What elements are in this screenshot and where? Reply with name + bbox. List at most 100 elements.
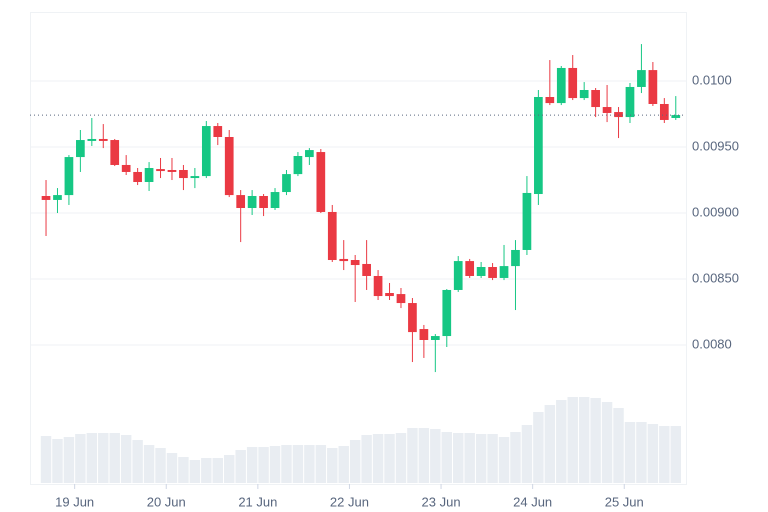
volume-bar: [384, 434, 395, 483]
candle-body: [591, 90, 600, 108]
volume-bar: [601, 402, 613, 483]
volume-bar: [613, 408, 624, 483]
volume-bar: [510, 432, 521, 483]
candle-body: [236, 195, 246, 209]
y-tick-label: 0.0100: [692, 72, 732, 87]
volume-bar: [544, 405, 556, 483]
candle-body: [293, 156, 303, 175]
volume-bar: [521, 425, 533, 483]
candle-body: [511, 249, 520, 267]
candle-body: [396, 294, 406, 304]
candle-body: [64, 157, 74, 196]
volume-bar: [567, 397, 578, 483]
candle-body: [259, 195, 268, 209]
volume-bar: [498, 437, 510, 483]
x-tick-label: 21 Jun: [238, 494, 277, 509]
volume-bar: [338, 446, 349, 483]
volume-bar: [453, 433, 464, 483]
y-tick-label: 0.0080: [692, 336, 732, 351]
volume-bar: [63, 437, 75, 483]
candle-body: [213, 126, 223, 137]
volume-bar: [395, 433, 407, 483]
candle-body: [453, 261, 463, 290]
volume-bar: [430, 429, 441, 483]
volume-bar: [407, 428, 418, 483]
volume-bar: [189, 460, 201, 483]
volume-bar: [327, 448, 338, 483]
volume-bar: [75, 434, 86, 483]
volume-bar: [315, 445, 327, 483]
volume-bar: [178, 457, 189, 483]
candle-body: [327, 211, 337, 261]
volume-bar: [212, 458, 223, 483]
candle-body: [121, 164, 131, 172]
candle-body: [53, 195, 62, 200]
x-tick-label: 23 Jun: [422, 494, 461, 509]
candle-body: [110, 140, 120, 165]
y-tick-label: 0.00900: [692, 204, 739, 219]
candle-body: [167, 169, 177, 172]
candle-body: [316, 152, 326, 212]
candle-body: [671, 115, 681, 118]
candle-body: [305, 150, 314, 158]
volume-bar: [269, 446, 281, 483]
volume-bar: [224, 455, 235, 483]
volume-bar: [475, 434, 487, 483]
volume-bar: [52, 439, 63, 483]
candle-body: [419, 329, 429, 340]
candle-body: [408, 303, 417, 333]
volume-bar: [292, 445, 304, 483]
candle-body: [534, 97, 543, 195]
candle-body: [133, 171, 142, 183]
candle-body: [579, 90, 589, 99]
volume-bar: [166, 453, 178, 483]
candle-body: [648, 70, 658, 104]
candle-body: [602, 107, 612, 113]
candle-body: [144, 168, 154, 183]
candle-body: [442, 289, 452, 337]
plot-frame: [30, 12, 687, 485]
volume-bar: [533, 412, 544, 483]
volume-bar: [487, 434, 498, 483]
volume-bar: [418, 428, 430, 483]
candle-body: [488, 267, 497, 278]
volume-bar: [349, 440, 361, 483]
candle-body: [201, 126, 211, 177]
candle-body: [87, 138, 97, 141]
volume-bar: [201, 458, 212, 483]
volume-bar: [235, 450, 246, 483]
volume-bar: [590, 398, 601, 483]
candle-body: [339, 258, 349, 262]
candle-body: [156, 169, 165, 172]
volume-bar: [578, 397, 590, 483]
candle-body: [568, 67, 578, 99]
volume-bar: [109, 433, 120, 483]
candle-body: [545, 97, 555, 104]
volume-bar: [281, 445, 292, 483]
volume-bar: [647, 424, 659, 483]
x-tick-label: 25 Jun: [605, 494, 644, 509]
x-tick-label: 22 Jun: [330, 494, 369, 509]
volume-bar: [670, 426, 681, 483]
candle-body: [499, 266, 509, 278]
candle-body: [614, 112, 623, 118]
candle-body: [373, 275, 383, 297]
volume-bar: [246, 447, 258, 483]
candle-body: [247, 195, 257, 209]
volume-bar: [624, 422, 636, 483]
volume-bar: [361, 435, 372, 483]
candle-body: [76, 140, 85, 158]
volume-bar: [372, 434, 384, 483]
volume-bar: [143, 445, 155, 483]
x-tick-label: 24 Jun: [513, 494, 552, 509]
candle-body: [362, 263, 371, 276]
candle-body: [190, 176, 200, 179]
candle-body: [179, 169, 188, 179]
y-tick-label: 0.00950: [692, 138, 739, 153]
candle-body: [625, 86, 635, 118]
candle-body: [476, 267, 486, 276]
volume-bar: [132, 440, 143, 483]
candle-body: [430, 336, 440, 340]
